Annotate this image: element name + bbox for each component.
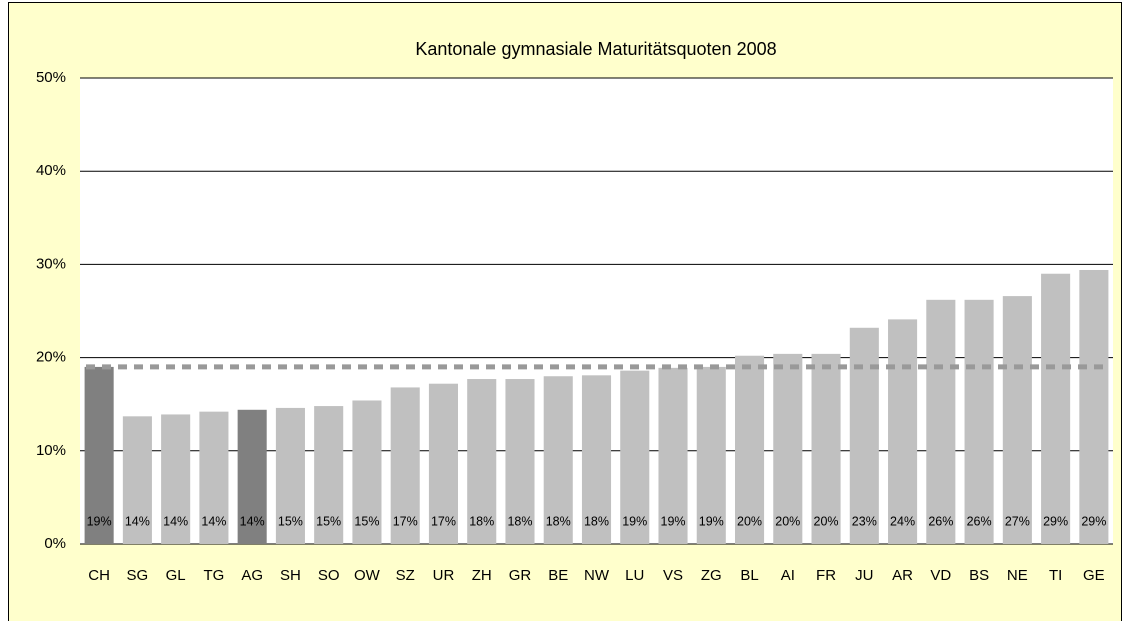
x-tick-label: JU: [855, 567, 873, 584]
value-label: 26%: [928, 514, 953, 528]
value-label: 14%: [201, 514, 226, 528]
bar: [734, 355, 765, 544]
x-tick-label: SZ: [396, 567, 415, 584]
x-tick-label: VS: [663, 567, 683, 584]
x-tick-label: GL: [166, 567, 186, 584]
x-tick-label: FR: [816, 567, 836, 584]
y-tick-label: 50%: [36, 69, 66, 86]
x-tick-label: AR: [892, 567, 913, 584]
value-label: 20%: [737, 514, 762, 528]
value-label: 29%: [1081, 514, 1106, 528]
bar: [581, 375, 612, 544]
bar: [467, 379, 497, 544]
y-tick-label: 40%: [36, 162, 66, 179]
bar: [811, 353, 841, 544]
x-tick-label: TI: [1049, 567, 1062, 584]
bar: [161, 414, 191, 544]
x-tick-label: BS: [969, 567, 989, 584]
value-label: 14%: [125, 514, 150, 528]
value-label: 26%: [967, 514, 992, 528]
value-label: 17%: [393, 514, 418, 528]
bar: [849, 327, 879, 544]
x-tick-label: SH: [280, 567, 301, 584]
x-tick-label: TG: [203, 567, 224, 584]
value-label: 15%: [316, 514, 341, 528]
value-label: 14%: [240, 514, 265, 528]
y-tick-label: 20%: [36, 349, 66, 366]
bar: [314, 406, 344, 544]
value-label: 17%: [431, 514, 456, 528]
bar: [237, 409, 267, 544]
value-label: 19%: [622, 514, 647, 528]
value-label: 18%: [469, 514, 494, 528]
bar: [199, 411, 229, 544]
bar: [620, 370, 650, 544]
value-label: 29%: [1043, 514, 1068, 528]
x-tick-label: ZH: [472, 567, 492, 584]
bar: [1079, 269, 1109, 544]
x-tick-label: GE: [1083, 567, 1105, 584]
bar: [352, 400, 382, 544]
bar: [773, 353, 803, 544]
x-tick-label: VD: [930, 567, 951, 584]
chart-title: Kantonale gymnasiale Maturitätsquoten 20…: [415, 39, 776, 59]
bar: [390, 387, 420, 544]
y-tick-label: 0%: [44, 535, 66, 552]
bar: [658, 367, 688, 544]
value-label: 18%: [507, 514, 532, 528]
bar: [505, 379, 535, 544]
bar: [964, 299, 994, 544]
bar: [926, 299, 956, 544]
x-tick-label: NE: [1007, 567, 1028, 584]
value-label: 18%: [584, 514, 609, 528]
value-label: 15%: [278, 514, 303, 528]
value-label: 24%: [890, 514, 915, 528]
x-tick-label: LU: [625, 567, 644, 584]
x-tick-label: AG: [241, 567, 263, 584]
y-tick-label: 10%: [36, 442, 66, 459]
x-tick-label: AI: [781, 567, 795, 584]
value-label: 27%: [1005, 514, 1030, 528]
bar: [84, 366, 114, 544]
bar: [275, 407, 305, 544]
x-tick-label: SO: [318, 567, 340, 584]
bar: [888, 319, 918, 544]
value-label: 20%: [814, 514, 839, 528]
bar: [122, 416, 152, 544]
bar: [428, 383, 459, 544]
x-tick-label: GR: [509, 567, 532, 584]
x-tick-label: BL: [740, 567, 758, 584]
x-tick-label: BE: [548, 567, 568, 584]
bar: [696, 366, 726, 544]
x-tick-label: UR: [433, 567, 455, 584]
value-label: 18%: [546, 514, 571, 528]
value-label: 20%: [775, 514, 800, 528]
bar: [543, 376, 573, 544]
value-label: 19%: [661, 514, 686, 528]
value-label: 15%: [354, 514, 379, 528]
x-tick-label: NW: [584, 567, 610, 584]
y-tick-label: 30%: [36, 255, 66, 272]
value-label: 19%: [87, 514, 112, 528]
x-tick-label: OW: [354, 567, 381, 584]
x-tick-label: CH: [88, 567, 110, 584]
value-label: 19%: [699, 514, 724, 528]
x-tick-label: ZG: [701, 567, 722, 584]
value-label: 14%: [163, 514, 188, 528]
bar: [1041, 273, 1071, 544]
x-tick-label: SG: [127, 567, 149, 584]
value-label: 23%: [852, 514, 877, 528]
bar: [1002, 296, 1032, 544]
